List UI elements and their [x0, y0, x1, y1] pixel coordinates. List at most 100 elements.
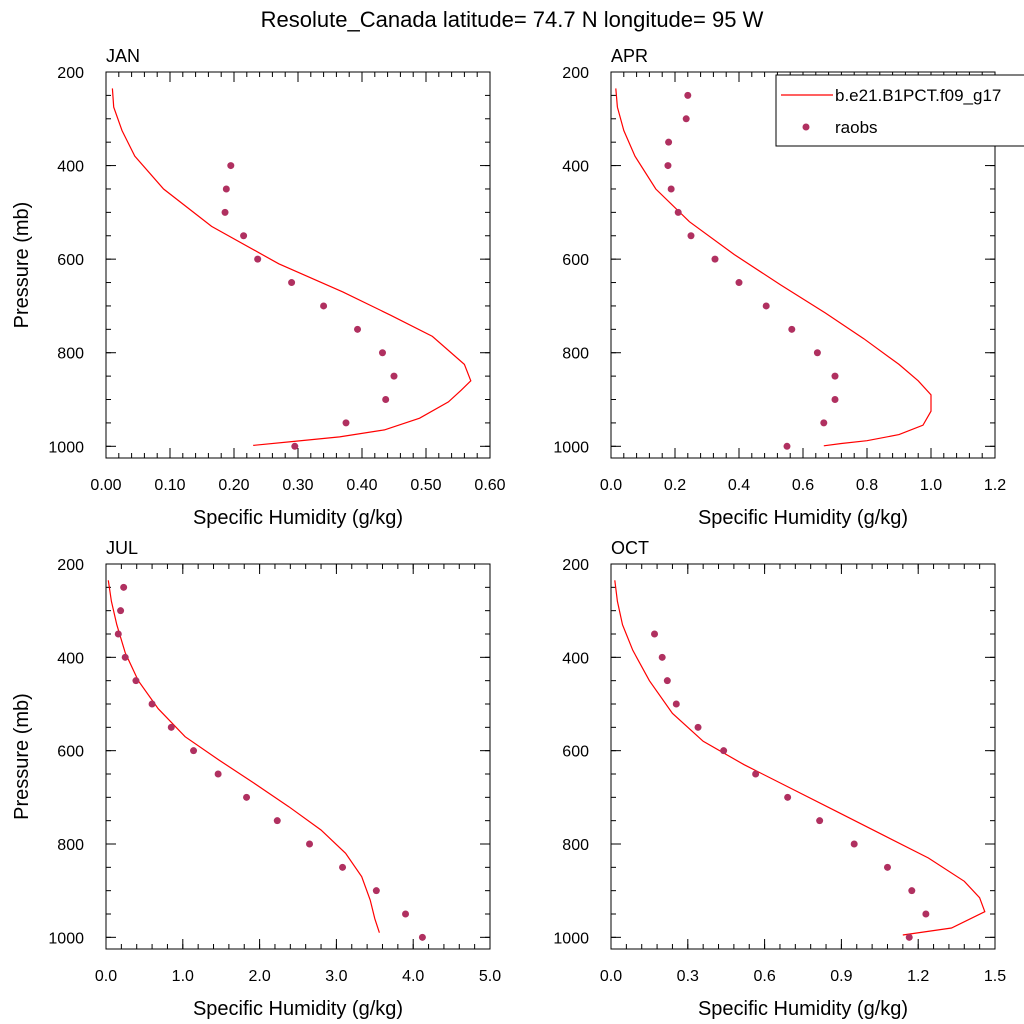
y-tick-label: 1000 [48, 930, 84, 947]
raobs-point [114, 630, 122, 638]
raobs-point [672, 700, 680, 708]
raobs-point [682, 115, 690, 123]
x-tick-label: 0.2 [664, 477, 686, 494]
raobs-point [227, 162, 235, 170]
panel-label: JAN [106, 46, 140, 66]
y-tick-label: 400 [57, 650, 84, 667]
raobs-point [720, 747, 728, 755]
plot-frame [105, 71, 491, 459]
raobs-point [752, 770, 760, 778]
x-tick-label: 1.0 [172, 968, 194, 985]
raobs-point [651, 630, 659, 638]
y-tick-label: 800 [57, 837, 84, 854]
legend-entry-model: b.e21.B1PCT.f09_g17 [835, 86, 1001, 105]
x-tick-label: 0.10 [154, 477, 185, 494]
x-tick-label: 0.8 [856, 477, 878, 494]
y-tick-label: 400 [562, 159, 589, 176]
x-tick-label: 5.0 [479, 968, 501, 985]
y-tick-label: 200 [562, 557, 589, 574]
raobs-point [783, 442, 791, 450]
x-tick-label: 0.30 [282, 477, 313, 494]
plot-frame [610, 71, 996, 459]
raobs-point [665, 138, 673, 146]
panel-oct: 0.0 0.3 0.6 0.9 1.2 1.5 200 400 600 800 1000 OCT Spe… [553, 538, 1006, 1020]
plot-frame [610, 563, 996, 950]
x-tick-label: 1.2 [984, 477, 1006, 494]
raobs-point [221, 208, 229, 216]
raobs-point [813, 349, 821, 357]
x-tick-label: 0.50 [410, 477, 441, 494]
y-tick-label: 200 [57, 557, 84, 574]
raobs-point [784, 793, 792, 801]
raobs-point [372, 887, 380, 895]
raobs-point [342, 419, 350, 427]
y-tick-label: 1000 [553, 930, 589, 947]
y-axis-label: Pressure (mb) [11, 693, 33, 820]
y-tick-label: 400 [57, 159, 84, 176]
raobs-point [850, 840, 858, 848]
plot-frame [105, 563, 491, 950]
raobs-point [214, 770, 222, 778]
x-tick-label: 3.0 [325, 968, 347, 985]
y-tick-label: 600 [57, 744, 84, 761]
raobs-point [273, 817, 281, 825]
x-tick-label: 0.0 [600, 477, 622, 494]
raobs-point [922, 910, 930, 918]
model-line [614, 580, 986, 936]
x-tick-label: 0.40 [346, 477, 377, 494]
legend-box [775, 74, 1024, 147]
raobs-point [291, 442, 299, 450]
raobs-point [694, 723, 702, 731]
raobs-point [820, 419, 828, 427]
x-tick-label: 0.20 [218, 477, 249, 494]
x-tick-label: 0.60 [474, 477, 505, 494]
x-tick-label: 4.0 [402, 968, 424, 985]
y-tick-label: 200 [57, 65, 84, 82]
raobs-point [167, 723, 175, 731]
raobs-point [222, 185, 230, 193]
raobs-point [354, 325, 362, 333]
raobs-point [735, 279, 743, 287]
model-line [615, 88, 932, 447]
x-tick-label: 0.00 [90, 477, 121, 494]
raobs-point [254, 255, 262, 263]
x-tick-label: 2.0 [248, 968, 270, 985]
raobs-point [664, 162, 672, 170]
raobs-point [121, 653, 129, 661]
panels: 0.00 0.10 0.20 0.30 0.40 0.50 0.60 200 400 600 800… [11, 46, 1006, 1020]
raobs-point [418, 933, 426, 941]
y-tick-label: 800 [57, 346, 84, 363]
raobs-point [687, 232, 695, 240]
raobs-point [240, 232, 248, 240]
raobs-point [339, 863, 347, 871]
y-axis-label: Pressure (mb) [11, 202, 33, 329]
y-tick-label: 600 [57, 252, 84, 269]
y-tick-label: 600 [562, 744, 589, 761]
x-tick-label: 0.6 [792, 477, 814, 494]
raobs-point [684, 91, 692, 99]
x-axis-label: Specific Humidity (g/kg) [698, 507, 908, 529]
x-tick-label: 0.3 [677, 968, 699, 985]
raobs-point [306, 840, 314, 848]
x-tick-label: 0.0 [95, 968, 117, 985]
y-tick-label: 800 [562, 837, 589, 854]
raobs-point [190, 747, 198, 755]
y-tick-label: 1000 [553, 439, 589, 456]
raobs-point [402, 910, 410, 918]
raobs-point [711, 255, 719, 263]
x-axis-label: Specific Humidity (g/kg) [193, 998, 403, 1020]
raobs-point [816, 817, 824, 825]
y-tick-label: 800 [562, 346, 589, 363]
panel-label: OCT [611, 538, 649, 558]
raobs-point [663, 677, 671, 685]
raobs-point [674, 208, 682, 216]
raobs-point [243, 793, 251, 801]
raobs-point [762, 302, 770, 310]
y-tick-label: 200 [562, 65, 589, 82]
x-tick-label: 1.0 [920, 477, 942, 494]
model-line [111, 88, 472, 446]
legend-marker-swatch [802, 123, 810, 131]
raobs-point [288, 279, 296, 287]
